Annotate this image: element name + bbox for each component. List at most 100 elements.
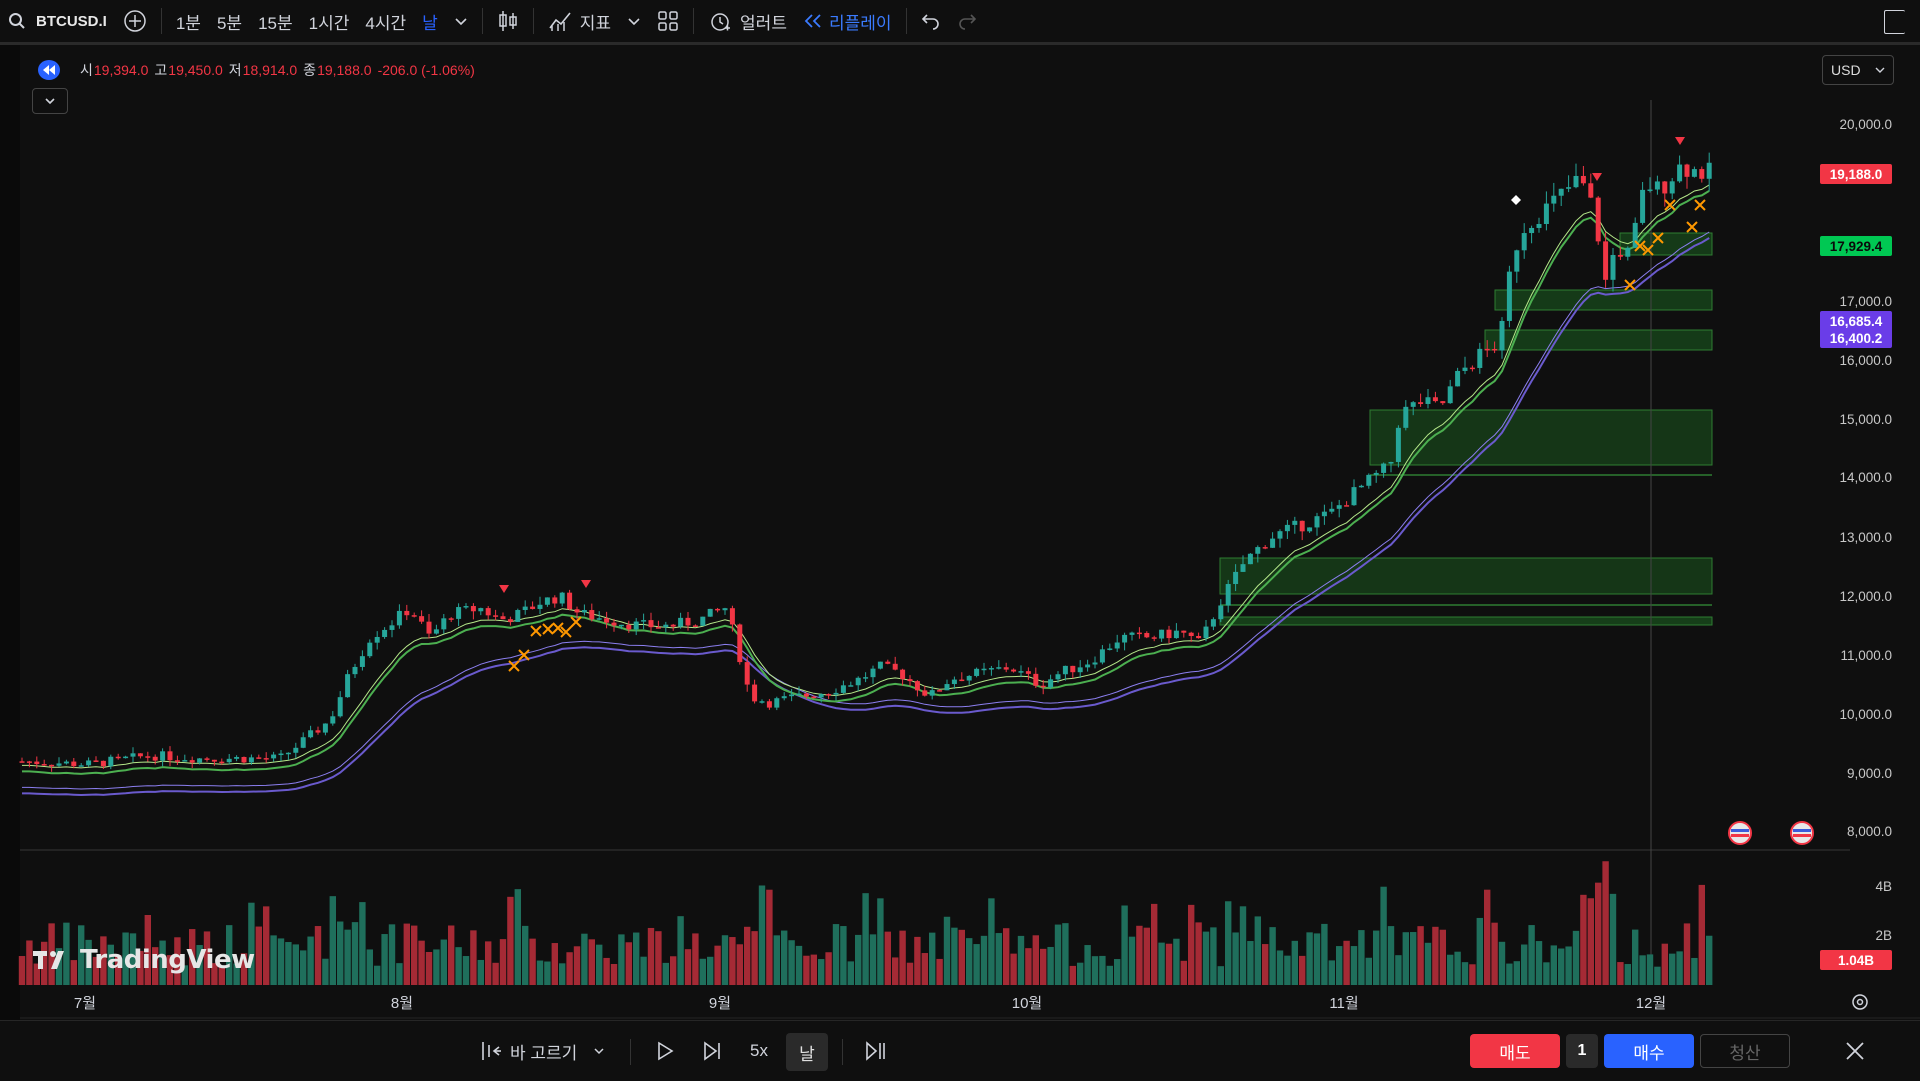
volume-bar [152,947,159,985]
candle-body [145,756,151,758]
candle-body [1469,367,1475,370]
candle-body [959,679,965,682]
candle-body [285,752,291,755]
jump-to-realtime-button[interactable] [864,1021,886,1081]
undo-button[interactable] [913,0,949,42]
volume-bar [899,930,906,985]
volume-bar [1284,955,1291,985]
candle-body [426,621,432,634]
volume-bar [1498,941,1506,985]
candle-body [567,592,573,610]
redo-button[interactable] [949,0,985,42]
volume-bar [862,893,869,985]
fullscreen-button[interactable] [1884,10,1905,34]
volume-bar [1432,926,1439,985]
close-position-button[interactable]: 청산 [1700,1034,1790,1068]
x-marker [1642,244,1654,256]
volume-bar [588,939,595,985]
volume-bar [1025,948,1032,985]
candle-body [796,693,802,696]
candle-body [766,701,772,708]
play-button[interactable] [656,1021,674,1081]
interval-1m[interactable]: 1분 [175,13,201,33]
volume-bar [1491,922,1498,985]
compare-add-button[interactable] [115,0,155,42]
volume-bar [1373,930,1380,985]
volume-bar [744,926,751,985]
tradingview-wordmark: TradingView [80,945,255,975]
quantity-field[interactable]: 1 [1566,1034,1598,1068]
interval-1h[interactable]: 1시간 [308,13,350,33]
sell-signal-marker [581,580,591,588]
zone-3 [1484,329,1713,351]
layout-button[interactable] [649,0,687,42]
exit-replay-button[interactable] [1844,1021,1866,1081]
volume-bar [1669,953,1676,985]
volume-bar [396,963,403,985]
bar-select-button[interactable]: 바 고르기 [480,1021,605,1081]
candle-body [1388,461,1394,464]
indicators-button[interactable]: 지표 [540,0,619,42]
replay-interval-button[interactable]: 날 [786,1033,828,1071]
candle-body [1025,671,1031,674]
interval-15m[interactable]: 15분 [258,13,293,33]
volume-bar [477,959,484,985]
volume-bar [196,945,203,985]
currency-select[interactable]: USD [1822,55,1894,85]
candle-body [1366,474,1372,486]
candle-body [197,758,203,763]
volume-bar [847,961,854,985]
volume-bar [329,896,336,985]
price-tick: 15,000.0 [1839,412,1892,427]
interval-4h[interactable]: 4시간 [365,13,407,33]
volume-bar [270,935,277,985]
volume-bar [662,962,669,985]
interval-5m[interactable]: 5분 [216,13,243,33]
candle-body [840,685,846,693]
volume-bar [418,940,425,985]
candle-body [271,754,277,759]
replay-button[interactable]: 리플레이 [795,0,900,42]
candle-body [826,694,832,696]
interval-dropdown[interactable] [446,0,476,42]
volume-bar [943,916,951,985]
candle-body [1262,547,1268,549]
candle-body [833,692,839,695]
volume-bar [1476,917,1483,985]
volume-bar [70,960,77,985]
speed-button[interactable]: 5x [750,1041,768,1060]
candle-body [1099,649,1105,663]
candle-body [803,693,809,697]
legend-collapse-button[interactable] [32,88,68,114]
price-chart[interactable] [0,45,1920,1020]
rewind-icon [804,14,821,28]
event-flag-icon[interactable] [1728,821,1752,845]
volume-bar [1506,963,1513,985]
high-label: 고 [154,62,168,78]
indicators-dropdown[interactable] [619,0,649,42]
buy-button[interactable]: 매수 [1604,1034,1694,1068]
candle-body [1107,648,1113,650]
volume-bar [684,949,692,985]
event-flag-icon[interactable] [1790,821,1814,845]
volume-bar [736,944,743,985]
candle-body [1055,674,1061,680]
symbol-search[interactable]: BTCUSD.I [0,0,115,42]
volume-bar [1180,960,1187,985]
alert-button[interactable]: 얼러트 [700,0,795,42]
volume-bar [1513,961,1520,985]
sell-button[interactable]: 매도 [1470,1034,1560,1068]
volume-bar [1010,953,1017,985]
ema-fast-line [22,190,1710,775]
step-forward-button[interactable] [702,1021,722,1081]
replay-indicator[interactable] [38,60,60,80]
volume-bar [507,896,514,985]
axis-settings-button[interactable] [1850,992,1870,1015]
chart-type-button[interactable] [489,0,527,42]
volume-bar [596,944,603,985]
interval-day[interactable]: 날 [422,13,438,33]
candle-body [396,610,402,626]
volume-bar [226,925,233,985]
candle-body [1085,664,1091,668]
grid-layout-icon [658,11,678,31]
